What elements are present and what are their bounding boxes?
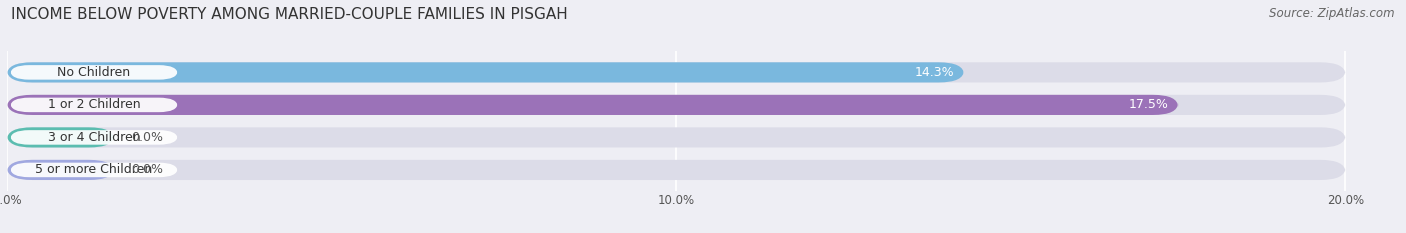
Text: No Children: No Children <box>58 66 131 79</box>
Text: 3 or 4 Children: 3 or 4 Children <box>48 131 141 144</box>
Text: 17.5%: 17.5% <box>1128 98 1168 111</box>
Text: INCOME BELOW POVERTY AMONG MARRIED-COUPLE FAMILIES IN PISGAH: INCOME BELOW POVERTY AMONG MARRIED-COUPL… <box>11 7 568 22</box>
FancyBboxPatch shape <box>7 160 114 180</box>
Text: Source: ZipAtlas.com: Source: ZipAtlas.com <box>1270 7 1395 20</box>
FancyBboxPatch shape <box>7 62 965 82</box>
FancyBboxPatch shape <box>10 163 177 177</box>
FancyBboxPatch shape <box>7 127 114 147</box>
FancyBboxPatch shape <box>10 130 177 145</box>
FancyBboxPatch shape <box>7 160 1346 180</box>
Text: 1 or 2 Children: 1 or 2 Children <box>48 98 141 111</box>
Text: 14.3%: 14.3% <box>914 66 953 79</box>
Text: 0.0%: 0.0% <box>131 163 163 176</box>
Text: 5 or more Children: 5 or more Children <box>35 163 153 176</box>
FancyBboxPatch shape <box>7 62 1346 82</box>
FancyBboxPatch shape <box>10 65 177 80</box>
Text: 0.0%: 0.0% <box>131 131 163 144</box>
FancyBboxPatch shape <box>10 98 177 112</box>
FancyBboxPatch shape <box>7 95 1346 115</box>
FancyBboxPatch shape <box>7 95 1178 115</box>
FancyBboxPatch shape <box>7 127 1346 147</box>
